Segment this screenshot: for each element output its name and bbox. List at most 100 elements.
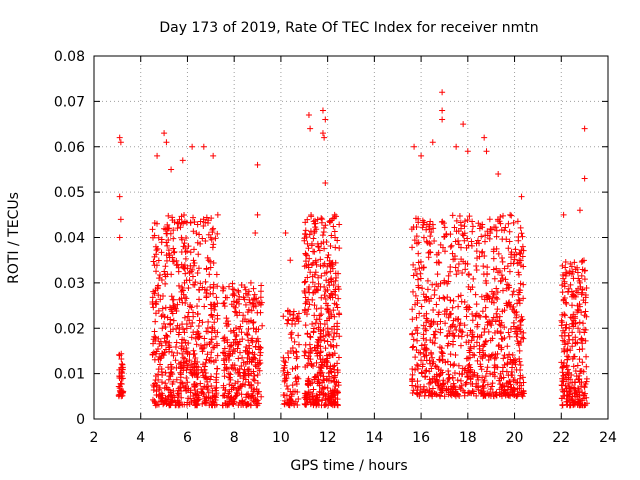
data-point — [150, 304, 157, 311]
data-point — [207, 258, 214, 265]
data-point — [253, 337, 260, 344]
data-point — [422, 326, 429, 333]
data-point — [520, 329, 527, 336]
data-point — [426, 248, 433, 255]
data-point — [432, 379, 439, 386]
data-point — [290, 315, 297, 322]
data-point — [314, 216, 321, 223]
data-point — [331, 313, 338, 320]
data-point — [495, 250, 502, 257]
data-point — [314, 380, 321, 387]
data-point — [583, 363, 590, 370]
data-point — [465, 272, 472, 279]
data-point — [410, 272, 417, 279]
data-point — [168, 271, 175, 278]
data-point — [151, 253, 158, 260]
data-point — [116, 375, 123, 382]
data-point — [581, 326, 588, 333]
data-point — [418, 357, 425, 364]
data-point — [424, 277, 431, 284]
data-point — [211, 344, 218, 351]
data-point — [285, 317, 292, 324]
data-point — [250, 325, 257, 332]
data-point — [311, 230, 318, 237]
data-point — [302, 307, 309, 314]
data-point — [581, 312, 588, 319]
data-point — [499, 255, 506, 262]
data-point — [233, 325, 240, 332]
data-point — [581, 276, 588, 283]
data-point — [309, 279, 316, 286]
data-point — [193, 230, 200, 237]
data-point — [518, 391, 525, 398]
data-point — [409, 382, 416, 389]
data-point — [479, 308, 486, 315]
data-point — [515, 324, 522, 331]
data-point — [519, 243, 526, 250]
data-point — [409, 244, 416, 251]
data-point — [213, 392, 220, 399]
data-point — [415, 276, 422, 283]
data-point — [509, 364, 516, 371]
data-point — [465, 355, 472, 362]
data-point — [259, 322, 266, 329]
data-point — [197, 342, 204, 349]
data-point — [281, 362, 288, 369]
data-point — [243, 402, 250, 409]
data-point — [429, 385, 436, 392]
data-point — [244, 358, 251, 365]
data-point — [162, 263, 169, 270]
data-point — [301, 289, 308, 296]
data-point — [253, 402, 260, 409]
data-point — [152, 402, 159, 409]
data-point — [158, 379, 165, 386]
data-point — [326, 351, 333, 358]
data-point — [228, 301, 235, 308]
data-point — [209, 323, 216, 330]
data-point — [433, 259, 440, 266]
data-point — [162, 346, 169, 353]
data-point — [182, 299, 189, 306]
data-point — [482, 313, 489, 320]
data-point — [230, 398, 237, 405]
data-point — [194, 239, 201, 246]
data-point — [319, 379, 326, 386]
data-point — [497, 278, 504, 285]
data-point — [432, 328, 439, 335]
data-point — [156, 353, 163, 360]
data-point — [191, 260, 198, 267]
data-point — [245, 379, 252, 386]
data-point — [418, 342, 425, 349]
data-point — [317, 330, 324, 337]
data-point — [489, 317, 496, 324]
data-point — [516, 358, 523, 365]
data-point — [204, 254, 211, 261]
data-point — [332, 234, 339, 241]
data-point — [582, 292, 589, 298]
x-tick-label: 18 — [459, 430, 477, 446]
data-point — [317, 283, 324, 290]
data-point — [221, 373, 228, 380]
data-point — [520, 281, 527, 288]
data-point — [464, 332, 471, 339]
data-point — [166, 225, 173, 232]
data-point — [496, 386, 503, 393]
data-point — [185, 395, 192, 402]
data-point — [197, 280, 204, 287]
data-point — [156, 384, 163, 391]
data-point — [492, 318, 499, 325]
data-point — [322, 116, 329, 123]
data-point — [464, 217, 471, 224]
data-point — [439, 381, 446, 388]
data-point — [331, 350, 338, 357]
data-point — [327, 243, 334, 250]
data-point — [559, 337, 566, 344]
data-point — [419, 361, 426, 368]
data-point — [119, 370, 126, 377]
data-point — [159, 312, 166, 319]
data-point — [576, 207, 583, 214]
data-point — [199, 348, 206, 355]
data-point — [409, 371, 416, 378]
data-point — [510, 357, 517, 364]
data-point — [315, 274, 322, 281]
